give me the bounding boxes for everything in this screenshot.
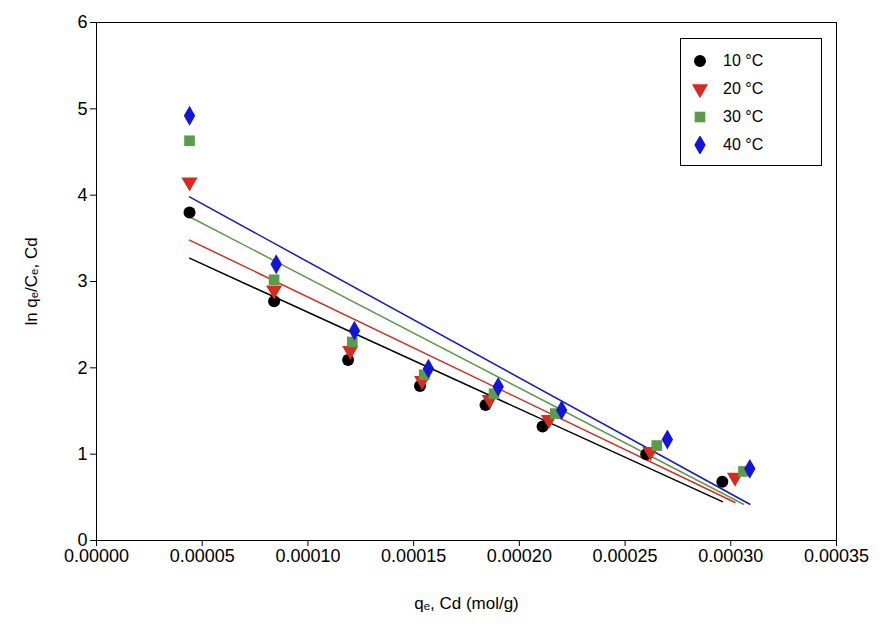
html-text:20 °C: 20 °C [723,80,764,97]
svg-text:5: 5 [77,99,87,119]
html-text:30 °C: 30 °C [723,108,764,125]
svg-text:4: 4 [77,185,87,205]
svg-text:0.00035: 0.00035 [804,546,869,566]
svg-text:6: 6 [77,12,87,32]
svg-text:0.00015: 0.00015 [381,546,446,566]
html-text:10 °C: 10 °C [723,52,764,69]
svg-text:1: 1 [77,444,87,464]
svg-text:0.00005: 0.00005 [170,546,235,566]
svg-text:ln qₑ/Cₑ, Cd: ln qₑ/Cₑ, Cd [22,237,41,325]
svg-text:0.00000: 0.00000 [64,546,129,566]
svg-text:0.00025: 0.00025 [593,546,658,566]
svg-text:2: 2 [77,358,87,378]
svg-text:0.00030: 0.00030 [698,546,763,566]
svg-text:3: 3 [77,271,87,291]
svg-text:0.00020: 0.00020 [487,546,552,566]
svg-text:0.00010: 0.00010 [275,546,340,566]
svg-text:qₑ, Cd (mol/g): qₑ, Cd (mol/g) [414,594,519,613]
html-text:40 °C: 40 °C [723,136,764,153]
svg-text:0: 0 [77,530,88,551]
